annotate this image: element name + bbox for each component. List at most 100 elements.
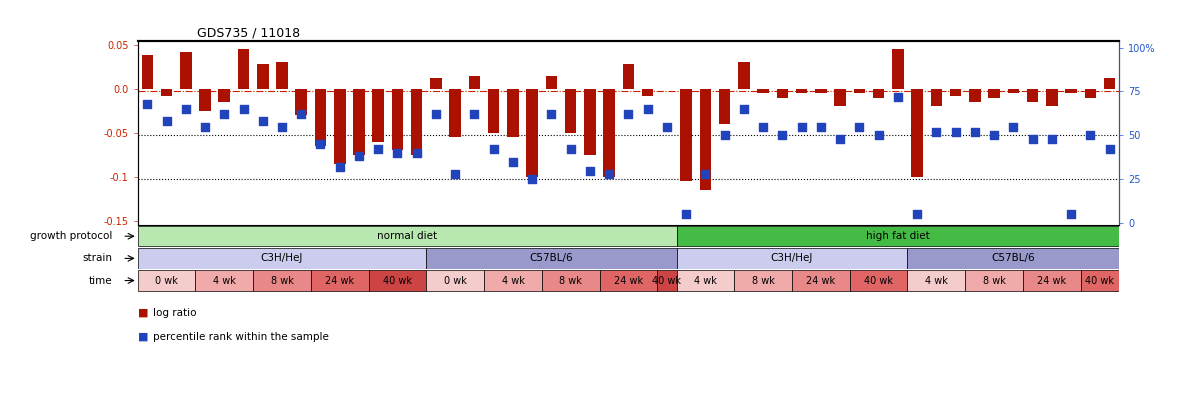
Point <box>657 124 676 130</box>
Bar <box>1023 270 1081 291</box>
Point <box>1043 136 1062 142</box>
Bar <box>930 89 942 107</box>
Bar <box>739 62 749 89</box>
Bar <box>965 270 1023 291</box>
Bar <box>911 89 923 177</box>
Text: 4 wk: 4 wk <box>694 275 717 286</box>
Point <box>946 129 965 135</box>
Text: 24 wk: 24 wk <box>614 275 643 286</box>
Bar <box>508 89 518 137</box>
Bar <box>642 89 654 96</box>
Point <box>754 124 773 130</box>
Text: 4 wk: 4 wk <box>502 275 524 286</box>
Bar <box>430 78 442 89</box>
Text: 8 wk: 8 wk <box>983 275 1005 286</box>
Point <box>773 132 792 139</box>
Point <box>523 176 542 183</box>
Point <box>926 129 946 135</box>
Bar <box>199 89 211 111</box>
Bar <box>699 89 711 190</box>
Bar <box>657 270 676 291</box>
Bar <box>603 89 615 177</box>
Text: ■: ■ <box>138 308 148 318</box>
Point <box>484 146 503 153</box>
Point <box>445 171 464 177</box>
Point <box>965 129 984 135</box>
Text: ■: ■ <box>138 332 148 342</box>
Point <box>715 132 734 139</box>
Point <box>214 111 233 117</box>
Bar <box>238 49 249 89</box>
Point <box>812 124 831 130</box>
Point <box>792 124 812 130</box>
Bar <box>542 270 600 291</box>
Text: high fat diet: high fat diet <box>865 231 930 241</box>
Bar <box>834 89 846 107</box>
Point <box>600 171 619 177</box>
Point <box>1062 211 1081 218</box>
Bar <box>488 89 499 133</box>
Point <box>542 111 561 117</box>
Text: C3H/HeJ: C3H/HeJ <box>261 254 303 263</box>
Bar <box>257 64 268 89</box>
Point <box>1081 132 1100 139</box>
Bar <box>138 226 676 246</box>
Bar <box>391 89 403 150</box>
Point <box>561 146 581 153</box>
Bar <box>892 49 904 89</box>
Bar <box>777 89 788 98</box>
Point <box>1004 124 1023 130</box>
Point <box>369 146 388 153</box>
Bar <box>989 89 999 98</box>
Bar <box>141 55 153 89</box>
Bar <box>195 270 253 291</box>
Text: C3H/HeJ: C3H/HeJ <box>771 254 813 263</box>
Text: C57BL/6: C57BL/6 <box>991 254 1035 263</box>
Text: time: time <box>89 275 113 286</box>
Bar <box>180 52 192 89</box>
Text: GDS735 / 11018: GDS735 / 11018 <box>196 26 299 39</box>
Bar <box>584 89 596 155</box>
Bar <box>719 89 730 124</box>
Text: 40 wk: 40 wk <box>864 275 893 286</box>
Bar <box>734 270 792 291</box>
Bar <box>873 89 885 98</box>
Bar <box>369 270 426 291</box>
Point <box>388 150 407 156</box>
Point <box>233 106 253 112</box>
Bar <box>853 89 865 93</box>
Point <box>888 94 907 100</box>
Bar <box>219 89 230 102</box>
Bar <box>600 270 657 291</box>
Text: 8 wk: 8 wk <box>271 275 293 286</box>
Bar <box>334 89 346 164</box>
Text: normal diet: normal diet <box>377 231 437 241</box>
Bar <box>296 89 306 115</box>
Bar <box>950 89 961 96</box>
Text: 8 wk: 8 wk <box>559 275 582 286</box>
Text: 24 wk: 24 wk <box>807 275 836 286</box>
Point <box>581 167 600 174</box>
Bar <box>622 64 634 89</box>
Point <box>869 132 888 139</box>
Text: 24 wk: 24 wk <box>1038 275 1067 286</box>
Point <box>504 158 523 165</box>
Point <box>330 164 350 170</box>
Bar <box>680 89 692 181</box>
Bar <box>758 89 768 93</box>
Bar <box>138 248 426 269</box>
Point <box>350 153 369 160</box>
Point <box>254 118 273 125</box>
Bar <box>792 270 850 291</box>
Bar <box>426 270 484 291</box>
Bar <box>676 270 734 291</box>
Text: 0 wk: 0 wk <box>156 275 178 286</box>
Point <box>734 106 753 112</box>
Point <box>907 211 926 218</box>
Point <box>1100 146 1119 153</box>
Bar <box>796 89 808 93</box>
Bar <box>1104 78 1116 89</box>
Text: 4 wk: 4 wk <box>213 275 236 286</box>
Text: 40 wk: 40 wk <box>1086 275 1114 286</box>
Text: strain: strain <box>83 254 113 263</box>
